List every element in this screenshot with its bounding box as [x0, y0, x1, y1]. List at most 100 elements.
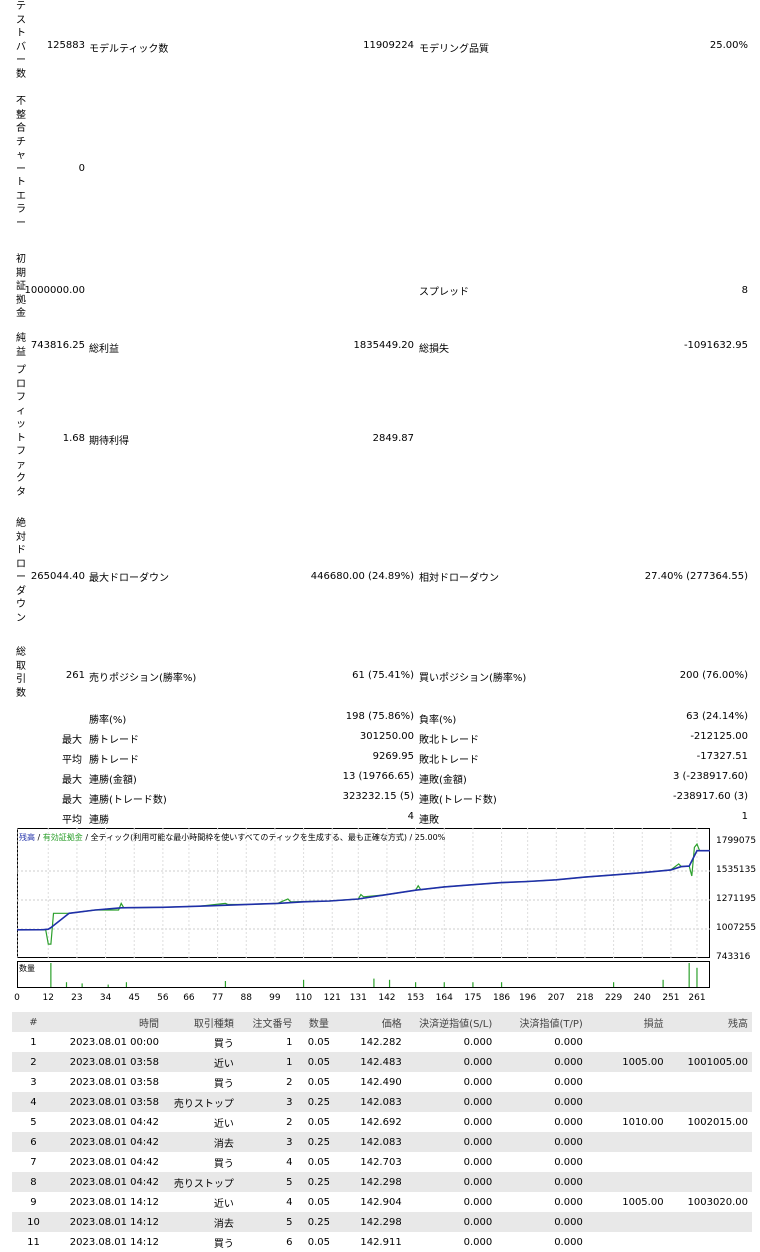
table-cell: 0.000: [496, 1052, 587, 1072]
table-cell: 1010.00: [622, 1116, 664, 1128]
legend-separator: /: [406, 833, 415, 842]
legend-equity: 有効証拠金: [42, 833, 83, 842]
value-test-bars: 125883: [46, 40, 85, 51]
table-cell: 0.000: [554, 1196, 583, 1208]
table-cell: 買う: [213, 1038, 234, 1050]
value-model-ticks: 11909224: [363, 40, 414, 51]
x-tick-label: 77: [211, 993, 224, 1003]
label-model-ticks: モデルティック数: [89, 44, 169, 55]
x-tick-label: 99: [269, 993, 281, 1003]
value-long-positions: 200 (76.00%): [679, 670, 748, 681]
stat-value-right: -238917.60 (3): [672, 791, 748, 802]
stat-value-left: 13 (19766.65): [342, 771, 414, 782]
value-mismatch-errors: 0: [78, 163, 85, 174]
stat-value-right: 63 (24.14%): [686, 711, 748, 722]
x-tick-label: 66: [183, 993, 195, 1003]
stat-prefix: 最大: [62, 795, 82, 806]
x-tick-label: 251: [662, 993, 680, 1003]
stat-value-left: 301250.00: [359, 731, 414, 742]
table-cell: 2023.08.01 03:58: [54, 1052, 164, 1072]
balance-chart: [17, 828, 710, 958]
table-cell: 0.000: [463, 1196, 493, 1208]
table-cell: 11: [27, 1236, 40, 1248]
table-cell: 9: [30, 1196, 37, 1208]
table-cell: 0.000: [496, 1132, 587, 1152]
table-row: 7 2023.08.01 04:42 買う 4 0.05 142.703 0.000 0.00…: [12, 1152, 752, 1172]
column-header: 決済逆指値(S/L): [405, 1012, 497, 1032]
stat-prefix: 最大: [62, 735, 82, 746]
table-cell: 0.000: [405, 1212, 497, 1232]
series-balance-line: [17, 849, 710, 931]
table-cell: 0.05: [307, 1036, 330, 1048]
label-expected-payoff: 期待利得: [89, 436, 129, 447]
table-row: 11 2023.08.01 14:12 買う 6 0.05 142.911 0.000 0.0…: [12, 1232, 752, 1252]
table-cell: 2023.08.01 04:42: [69, 1156, 160, 1168]
table-cell: [668, 1032, 752, 1052]
stat-value-right: -17327.51: [696, 751, 748, 762]
table-cell: 7: [30, 1156, 37, 1168]
table-cell: 買う: [213, 1158, 234, 1170]
table-cell: 142.911: [360, 1236, 402, 1248]
table-cell: [586, 1132, 668, 1152]
stat-label-right: 連敗: [419, 815, 439, 826]
table-cell: 0.000: [405, 1132, 497, 1152]
stat-value-left: 198 (75.86%): [345, 711, 414, 722]
stat-label-left: 勝トレード: [89, 755, 139, 766]
column-header: 時間: [54, 1012, 164, 1032]
value-relative-drawdown: 27.40% (277364.55): [644, 571, 748, 582]
stat-prefix: 平均: [62, 815, 82, 826]
table-cell: 10: [12, 1212, 55, 1232]
table-cell: 0.000: [554, 1156, 583, 1168]
table-cell: 買う: [213, 1238, 234, 1250]
table-cell: 0.000: [496, 1092, 587, 1112]
legend-model: 全ティック(利用可能な最小時間枠を使いすべてのティックを生成する、最も正確な方式…: [90, 833, 407, 842]
legend-separator: /: [35, 833, 43, 842]
table-cell: 0.05: [307, 1116, 330, 1128]
table-cell: 2023.08.01 03:58: [69, 1076, 160, 1088]
stat-value-right: 1: [741, 811, 748, 822]
label-net-profit: 純益: [16, 333, 26, 358]
label-gross-loss: 総損失: [419, 344, 449, 355]
table-cell: 2023.08.01 00:00: [69, 1036, 160, 1048]
table-cell: 0.05: [307, 1076, 330, 1088]
value-initial-deposit: 1000000.00: [24, 285, 85, 296]
table-cell: 2023.08.01 14:12: [69, 1196, 160, 1208]
table-cell: 4: [286, 1196, 293, 1208]
table-cell: 0.000: [463, 1156, 493, 1168]
y-tick-label: 1007255: [716, 923, 757, 933]
label-long-positions: 買いポジション(勝率%): [419, 673, 527, 684]
table-cell: 近い: [213, 1198, 234, 1210]
table-cell: 1: [30, 1036, 37, 1048]
table-cell: [667, 1212, 752, 1232]
table-cell: 6: [286, 1236, 293, 1248]
x-tick-label: 186: [492, 993, 511, 1003]
label-profit-factor: プロフィットファクタ: [16, 365, 26, 498]
value-gross-profit: 1835449.20: [353, 340, 414, 351]
table-cell: 買う: [213, 1078, 234, 1090]
stat-label-right: 連敗(金額): [419, 775, 467, 786]
y-tick-label: 1799075: [716, 836, 757, 846]
stat-label-left: 連勝(トレード数): [89, 795, 167, 806]
table-cell: 142.483: [341, 1052, 406, 1072]
table-cell: 0.000: [496, 1212, 587, 1232]
y-tick-label: 743316: [716, 952, 751, 962]
table-cell: 0.000: [463, 1116, 493, 1128]
table-cell: 1002015.00: [687, 1116, 748, 1128]
stat-value-right: 3 (-238917.60): [672, 771, 748, 782]
table-cell: 5: [237, 1212, 297, 1232]
x-tick-label: 164: [435, 993, 453, 1003]
table-cell: 0.25: [296, 1132, 342, 1152]
table-cell: 142.692: [360, 1116, 402, 1128]
x-tick-label: 45: [128, 993, 140, 1003]
label-total-trades: 総取引数: [16, 647, 26, 699]
table-row: 2 2023.08.01 03:58 近い 1 0.05 142.483 0.000 0.00…: [12, 1052, 752, 1072]
table-cell: 142.083: [341, 1092, 406, 1112]
table-row: 8 2023.08.01 04:42 売りストップ 5 0.25 142.298 0.000…: [12, 1172, 752, 1192]
table-cell: 1: [237, 1052, 297, 1072]
label-relative-drawdown: 相対ドローダウン: [419, 573, 499, 584]
table-cell: 0.000: [554, 1236, 583, 1248]
table-cell: 2023.08.01 03:58: [54, 1092, 164, 1112]
series-equity-line: [17, 842, 710, 945]
stat-prefix: 平均: [62, 755, 82, 766]
table-cell: 0.05: [296, 1052, 342, 1072]
